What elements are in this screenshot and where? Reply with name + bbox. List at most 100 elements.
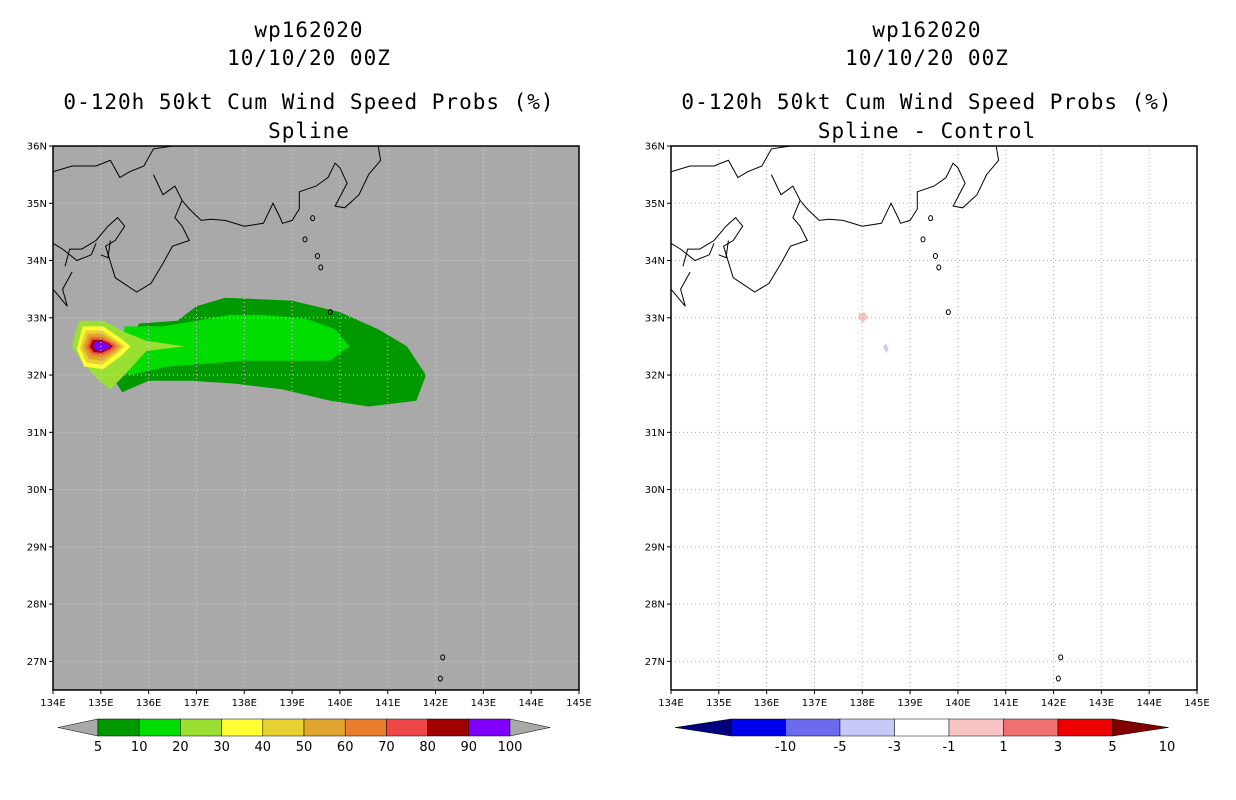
y-tick-label: 36N [27,142,47,153]
y-tick-label: 28N [27,600,47,611]
island [920,236,926,243]
y-tick-label: 35N [27,199,47,210]
x-tick-label: 139E [897,698,922,709]
colorbar-arrow-right [1112,718,1169,737]
colorbar-label: 1 [999,740,1007,755]
left-date: 10/10/20 00Z [227,46,391,70]
colorbar-box [180,718,222,737]
island [440,654,446,661]
contour-region-1 [858,312,868,323]
coastline [770,146,1000,227]
island [932,252,938,259]
y-tick-label: 32N [645,371,665,382]
colorbar-arrow-left [674,718,732,737]
y-tick-label: 29N [27,542,47,553]
island [437,675,443,682]
y-tick-label: 29N [645,542,665,553]
right-date: 10/10/20 00Z [845,46,1009,70]
x-tick-label: 136E [754,698,779,709]
plot-frame [52,145,580,691]
right-chart-subtitle: Spline - Control [817,119,1037,143]
x-tick-label: 140E [327,698,352,709]
y-tick-label: 27N [27,657,47,668]
x-tick-label: 143E [1089,698,1114,709]
colorbar-box [303,718,346,737]
colorbar-label: -3 [888,740,901,755]
x-tick-label: 145E [566,698,591,709]
y-tick-label: 35N [645,199,665,210]
right-storm-id: wp162020 [872,18,982,42]
plot-background [671,146,1197,690]
x-tick-label: 142E [423,698,448,709]
colorbar-label: 3 [1054,740,1062,755]
colorbar-box [344,718,387,737]
x-tick-label: 140E [945,698,970,709]
coastline [682,200,809,293]
colorbar-box [262,718,305,737]
island [928,215,934,222]
coastline [718,240,729,259]
y-tick-label: 28N [645,600,665,611]
x-tick-label: 135E [706,698,731,709]
island [945,309,951,316]
contour-region-90 [93,341,111,351]
colorbar-label: 20 [172,740,189,755]
colorbar-box [730,718,786,737]
y-tick-label: 31N [645,428,665,439]
colorbar-box [138,718,181,737]
x-tick-label: 136E [136,698,161,709]
colorbar-label: -10 [775,740,796,755]
coastline [152,146,382,227]
colorbar-label: 50 [296,740,313,755]
y-tick-label: 34N [645,256,665,267]
plot-background [53,146,579,690]
colorbar-box [1003,718,1059,737]
coastline [671,242,715,262]
x-tick-label: 135E [88,698,113,709]
x-tick-label: 141E [993,698,1018,709]
colorbar-box [221,718,264,737]
left-panel: wp162020 10/10/20 00Z 0-120h 50kt Cum Wi… [27,18,592,756]
coastline [53,271,73,307]
colorbar-label: 70 [378,740,395,755]
right-chart-title: 0-120h 50kt Cum Wind Speed Probs (%) [681,90,1173,114]
y-tick-label: 30N [27,485,47,496]
x-tick-label: 139E [279,698,304,709]
left-chart-title: 0-120h 50kt Cum Wind Speed Probs (%) [63,90,555,114]
colorbar-box [894,718,950,737]
left-map-chart: 134E 135E 136E 137E 138E 139E 140E 141E 142E 143E… [27,142,592,756]
left-storm-id: wp162020 [254,18,364,42]
y-tick-label: 33N [27,313,47,324]
y-tick-label: 31N [27,428,47,439]
colorbar-box [97,718,140,737]
x-tick-label: 137E [802,698,827,709]
coastline [671,271,691,307]
x-tick-label: 141E [375,698,400,709]
colorbar-box [468,718,511,737]
colorbar-label: -1 [943,740,956,755]
x-tick-label: 142E [1041,698,1066,709]
island [936,264,942,271]
island [302,236,308,243]
colorbar-label: 100 [498,740,523,755]
plot-frame [670,145,1198,691]
x-tick-label: 138E [850,698,875,709]
island [327,309,333,316]
x-tick-label: 144E [518,698,543,709]
colorbar-label: 90 [461,740,478,755]
plot-area [53,146,579,690]
colorbar-box [839,718,895,737]
plot-area [671,146,1197,690]
colorbar-box [386,718,428,737]
colorbar-box [785,718,841,737]
colorbar-arrow-right [509,718,551,737]
x-tick-label: 145E [1184,698,1209,709]
island [310,215,316,222]
y-tick-label: 30N [645,485,665,496]
coastline [671,146,791,179]
x-tick-label: 134E [40,698,65,709]
colorbar-label: 10 [1159,740,1176,755]
island [1055,675,1061,682]
coastline [53,146,173,179]
colorbar-box [1057,718,1113,737]
